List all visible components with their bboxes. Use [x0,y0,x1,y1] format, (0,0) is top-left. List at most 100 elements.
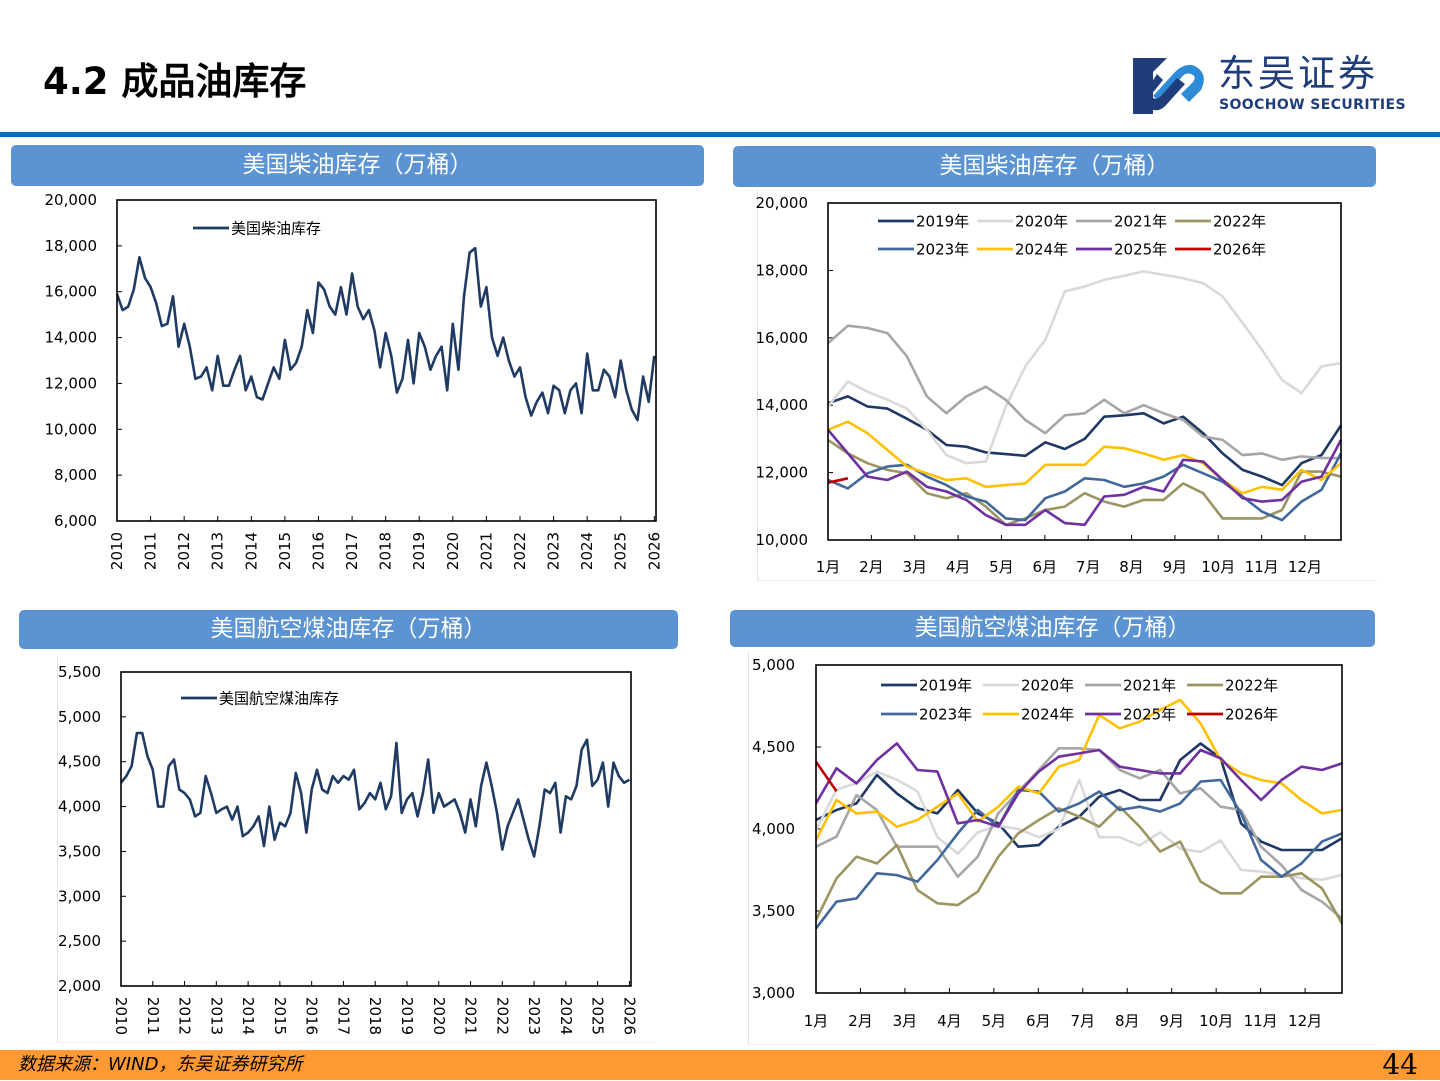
x-tick-label: 6月 [1033,558,1058,576]
x-tick-label: 5月 [989,558,1014,576]
x-tick-label: 3月 [893,1012,918,1030]
x-tick-label: 2018 [377,532,395,570]
legend-label: 2024年 [1015,241,1068,259]
panel-title-jet-seasonal: 美国航空煤油库存（万桶） [730,610,1375,647]
legend-label: 2025年 [1114,241,1167,259]
series-line-2026年 [827,477,849,484]
x-tick-label: 2018 [366,997,384,1035]
x-tick-label: 2013 [207,997,225,1035]
y-tick-label: 3,000 [58,887,101,905]
x-tick-label: 1月 [804,1012,829,1030]
y-tick-label: 4,000 [752,820,795,838]
chart-3: 3,000 3,500 4,000 4,500 5,000 1月 2月 3月 4月 5月 6月 7月 8… [752,656,1344,1030]
series-line-2020年 [814,770,1343,882]
x-tick-label: 2023 [545,532,563,570]
series-line-2019年 [827,395,1343,487]
x-tick-label: 2月 [859,558,884,576]
chart-0: 6,000 8,000 10,000 12,000 14,000 16,000 18,000… [45,191,664,570]
company-logo: 东吴证券 SOOCHOW SECURITIES [1133,54,1433,118]
x-tick-label: 9月 [1159,1012,1184,1030]
legend-label: 2022年 [1225,677,1278,695]
x-tick-label: 8月 [1115,1012,1140,1030]
panel-title-diesel-seasonal: 美国柴油库存（万桶） [733,146,1376,187]
x-tick-label: 10月 [1201,558,1235,576]
x-tick-label: 2026 [620,997,638,1035]
y-tick-label: 20,000 [756,194,809,212]
x-tick-label: 2013 [209,532,227,570]
x-tick-label: 8月 [1119,558,1144,576]
y-tick-label: 14,000 [756,396,809,414]
x-tick-label: 2月 [848,1012,873,1030]
legend-label: 2026年 [1213,241,1266,259]
plot-area-border [827,202,1342,541]
x-tick-label: 2021 [462,997,480,1035]
y-tick-label: 20,000 [45,191,98,209]
chart-frame [748,652,1375,1045]
legend-label: 2023年 [919,706,972,724]
header-divider [0,132,1440,137]
y-tick-label: 5,000 [752,656,795,674]
plot-area-border [116,199,657,522]
chart-frame [57,657,658,1043]
x-tick-label: 2019 [410,532,428,570]
y-tick-label: 10,000 [756,531,809,549]
y-tick-label: 12,000 [756,464,809,482]
logo-name-cn: 东吴证券 [1218,52,1378,95]
x-tick-label: 6月 [1026,1012,1051,1030]
y-tick-label: 18,000 [45,237,98,255]
legend-label: 美国航空煤油库存 [219,690,339,708]
y-tick-label: 5,500 [58,663,101,681]
y-tick-label: 2,000 [58,977,101,995]
panel-title-jet-history: 美国航空煤油库存（万桶） [19,610,678,649]
x-tick-label: 2026 [645,532,663,570]
page-title: 4.2 成品油库存 [43,60,307,103]
series-line-2025年 [827,428,1343,527]
series-line-2022年 [827,438,1342,527]
x-tick-label: 2019 [398,997,416,1035]
x-tick-label: 2025 [589,997,607,1035]
plot-area-border [120,671,632,987]
y-tick-label: 18,000 [756,261,809,279]
series-line-2020年 [826,270,1342,465]
x-tick-label: 2016 [303,997,321,1035]
legend-label: 2024年 [1021,706,1074,724]
x-tick-label: 7月 [1076,558,1101,576]
x-tick-label: 2024 [578,532,596,570]
x-tick-label: 2015 [276,532,294,570]
x-tick-label: 2021 [477,532,495,570]
footer-bar: 数据来源：WIND，东吴证券研究所 44 [0,1050,1440,1080]
y-tick-label: 4,500 [58,753,101,771]
y-tick-label: 4,000 [58,798,101,816]
x-tick-label: 2010 [112,997,130,1035]
x-tick-label: 2022 [493,997,511,1035]
x-tick-label: 2017 [343,532,361,570]
series-line-2026年 [814,761,838,793]
panel-title-diesel-history: 美国柴油库存（万桶） [11,145,704,186]
x-tick-label: 2012 [176,997,194,1035]
legend-label: 2020年 [1015,213,1068,231]
x-tick-label: 1月 [816,558,841,576]
logo-name-en: SOOCHOW SECURITIES [1219,97,1406,113]
x-tick-label: 11月 [1244,1012,1278,1030]
legend-label: 2020年 [1021,677,1074,695]
legend-label: 2019年 [916,213,969,231]
y-tick-label: 14,000 [45,329,98,347]
series-line-美国柴油库存 [115,246,656,422]
legend-label: 2022年 [1213,213,1266,231]
x-tick-label: 2017 [334,997,352,1035]
y-tick-label: 4,500 [752,738,795,756]
y-tick-label: 3,000 [752,984,795,1002]
x-tick-label: 12月 [1288,1012,1322,1030]
data-source: 数据来源：WIND，东吴证券研究所 [18,1054,303,1075]
series-line-2022年 [814,805,1344,925]
x-tick-label: 10月 [1199,1012,1233,1030]
y-tick-label: 16,000 [756,329,809,347]
plot-area-border [815,664,1343,994]
legend-label: 2025年 [1123,706,1176,724]
y-tick-label: 8,000 [54,466,97,484]
y-tick-label: 10,000 [45,420,98,438]
series-line-2024年 [827,420,1342,495]
legend-label: 2021年 [1114,213,1167,231]
chart-1: 10,000 12,000 14,000 16,000 18,000 20,000 1月 2月… [756,194,1343,576]
